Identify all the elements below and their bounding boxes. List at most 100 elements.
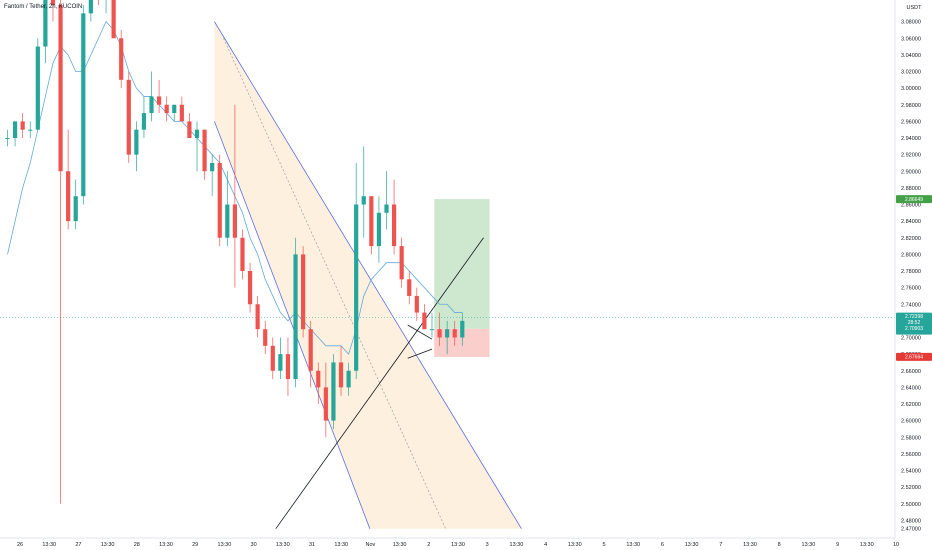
- x-tick-label: 28: [134, 542, 140, 548]
- candle-body: [240, 237, 245, 271]
- candle-body: [346, 370, 351, 388]
- x-tick-label: 13:30: [42, 542, 56, 548]
- current-price-badge-bg: [896, 312, 932, 335]
- candle: [437, 312, 442, 346]
- candle: [20, 113, 25, 138]
- candle: [263, 320, 268, 355]
- x-tick-label: 10: [893, 542, 899, 548]
- entry-price-text: 2.70903: [905, 326, 923, 332]
- candle: [232, 104, 237, 288]
- y-tick-label: 3.00000: [901, 86, 921, 92]
- candle: [331, 354, 336, 429]
- candle-body: [43, 0, 48, 47]
- y-tick-label: 3.02000: [901, 70, 921, 76]
- y-tick-label: 2.70000: [901, 336, 921, 342]
- candle-body: [376, 212, 382, 247]
- x-tick-label: 13:30: [568, 542, 582, 548]
- candle: [346, 362, 351, 396]
- candle: [202, 129, 207, 180]
- candle: [43, 0, 48, 64]
- candle-body: [285, 354, 291, 380]
- candle: [73, 179, 78, 230]
- x-tick-label: 13:30: [101, 542, 115, 548]
- candle: [187, 113, 192, 138]
- candle-body: [28, 129, 33, 131]
- candle-body: [278, 354, 283, 371]
- candle: [460, 312, 465, 346]
- candle-body: [126, 79, 131, 155]
- x-tick-label: 13:30: [159, 542, 173, 548]
- position-target-zone[interactable]: [434, 199, 490, 329]
- x-tick-label: 8: [778, 542, 781, 548]
- x-tick-label: 30: [251, 542, 257, 548]
- x-tick-label: 13:30: [276, 542, 290, 548]
- x-tick-label: 27: [75, 542, 81, 548]
- channel-mid-line[interactable]: [223, 38, 446, 529]
- y-tick-label: 2.88000: [901, 186, 921, 192]
- candle-body: [164, 104, 169, 114]
- candle: [240, 229, 245, 280]
- y-tick-label: 2.76000: [901, 286, 921, 292]
- candle: [278, 337, 283, 380]
- candle-body: [66, 171, 71, 222]
- y-tick-label: 2.50000: [901, 502, 921, 508]
- support-trendline[interactable]: [275, 237, 484, 529]
- stop-price-text: 2.67664: [905, 355, 923, 361]
- wedge-upper-line[interactable]: [407, 324, 433, 340]
- wedge-lower-line[interactable]: [407, 348, 433, 359]
- candle-body: [361, 196, 366, 205]
- candle-body: [369, 196, 374, 247]
- channel-lower-line[interactable]: [214, 121, 371, 529]
- candle-body: [119, 38, 124, 80]
- candle-body: [225, 204, 230, 238]
- channel-upper-line[interactable]: [214, 21, 522, 529]
- candle: [301, 246, 306, 338]
- x-tick-label: 13:30: [334, 542, 348, 548]
- candle: [225, 171, 230, 247]
- candle: [255, 295, 260, 338]
- candle: [361, 146, 366, 238]
- x-tick-label: 13:30: [860, 542, 874, 548]
- target-price-text: 2.86649: [905, 197, 923, 203]
- x-tick-label: 13:30: [451, 542, 465, 548]
- y-tick-label: 2.58000: [901, 435, 921, 441]
- candle: [338, 345, 344, 396]
- candle-body: [414, 295, 419, 313]
- x-tick-label: 3: [486, 542, 489, 548]
- candle: [391, 179, 397, 255]
- symbol-title: Fantom / Tether, 2h, KUCOIN: [4, 4, 82, 10]
- candle-body: [141, 113, 147, 130]
- y-tick-label: 2.90000: [901, 169, 921, 175]
- candle: [88, 0, 93, 22]
- x-tick-label: 13:30: [393, 542, 407, 548]
- candle-body: [247, 271, 253, 305]
- candle: [210, 154, 215, 197]
- candle: [285, 337, 291, 396]
- x-tick-label: 5: [602, 542, 605, 548]
- x-tick-label: 4: [544, 542, 547, 548]
- candle-body: [391, 204, 397, 247]
- candle-body: [445, 329, 450, 338]
- target-price-badge-bg: [896, 195, 932, 204]
- x-tick-label: 7: [719, 542, 722, 548]
- x-tick-label: 13:30: [626, 542, 640, 548]
- x-tick-label: 13:30: [802, 542, 816, 548]
- candle: [105, 0, 107, 14]
- candle: [194, 121, 200, 172]
- bar-countdown-text: 28:52: [908, 320, 921, 326]
- candle: [50, 0, 56, 22]
- candle: [119, 29, 124, 89]
- candles: [5, 0, 465, 504]
- candle: [399, 237, 404, 288]
- candle-body: [452, 329, 457, 338]
- x-tick-label: 13:30: [218, 542, 232, 548]
- candle-body: [331, 362, 336, 421]
- candle: [384, 171, 389, 230]
- candle-body: [270, 345, 275, 371]
- candle-body: [58, 5, 63, 172]
- candle: [247, 262, 253, 313]
- candle-body: [202, 129, 207, 172]
